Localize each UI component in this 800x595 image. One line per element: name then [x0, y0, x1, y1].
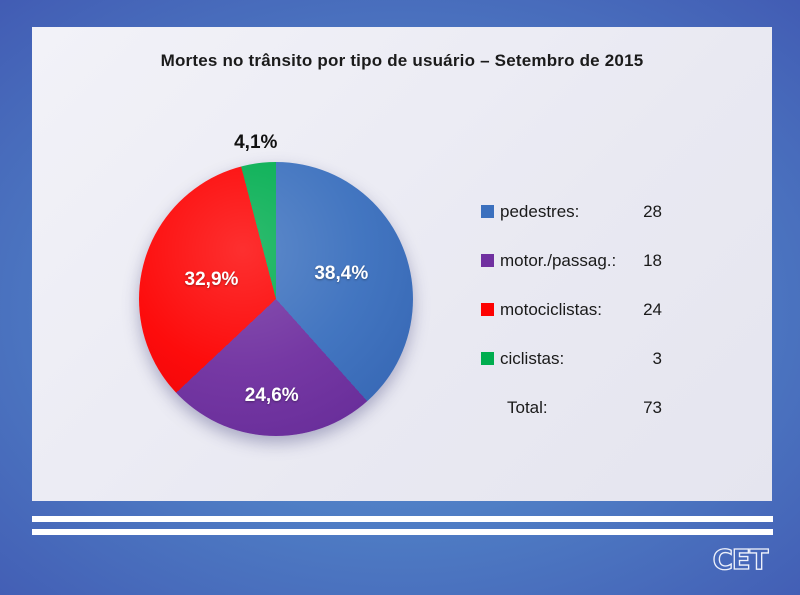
legend-row-ciclistas: ciclistas: 3	[481, 334, 662, 383]
footer-stripe-top	[32, 516, 773, 522]
legend-value-motociclistas: 24	[643, 299, 662, 319]
legend-label-total: Total:	[507, 397, 548, 417]
legend-swatch-ciclistas	[481, 352, 494, 365]
legend-row-motor-passag: motor./passag.: 18	[481, 236, 662, 285]
legend-value-ciclistas: 3	[652, 348, 662, 368]
footer-stripe-bottom	[32, 529, 773, 535]
legend-row-total: Total: 73	[481, 383, 662, 432]
pie-label-ciclistas: 4,1%	[234, 131, 278, 153]
legend-label-motociclistas: motociclistas:	[500, 299, 603, 319]
legend-label-pedestres: pedestres:	[500, 201, 580, 221]
cet-logo-text: CET	[713, 543, 769, 576]
legend-swatch-pedestres	[481, 205, 494, 218]
pie-label-motociclistas: 32,9%	[184, 269, 239, 291]
chart-panel: Mortes no trânsito por tipo de usuário –…	[32, 27, 772, 501]
cet-logo: CET	[712, 542, 770, 576]
legend-swatch-motociclistas	[481, 303, 494, 316]
pie-chart	[139, 162, 413, 436]
legend-row-motociclistas: motociclistas: 24	[481, 285, 662, 334]
legend-value-total: 73	[643, 397, 662, 417]
pie-label-motor-passag: 24,6%	[244, 385, 299, 407]
chart-title: Mortes no trânsito por tipo de usuário –…	[160, 51, 644, 70]
legend-value-motor-passag: 18	[643, 250, 662, 270]
pie-label-pedestres: 38,4%	[314, 263, 369, 285]
legend: pedestres: 28 motor./passag.: 18 motocic…	[481, 187, 662, 432]
legend-value-pedestres: 28	[643, 201, 662, 221]
legend-label-motor-passag: motor./passag.:	[500, 250, 617, 270]
legend-swatch-motor-passag	[481, 254, 494, 267]
legend-label-ciclistas: ciclistas:	[500, 348, 565, 368]
pie-chart-area: 38,4% 24,6% 32,9% 4,1% pedestres: 28 mot…	[32, 27, 772, 501]
legend-row-pedestres: pedestres: 28	[481, 187, 662, 236]
